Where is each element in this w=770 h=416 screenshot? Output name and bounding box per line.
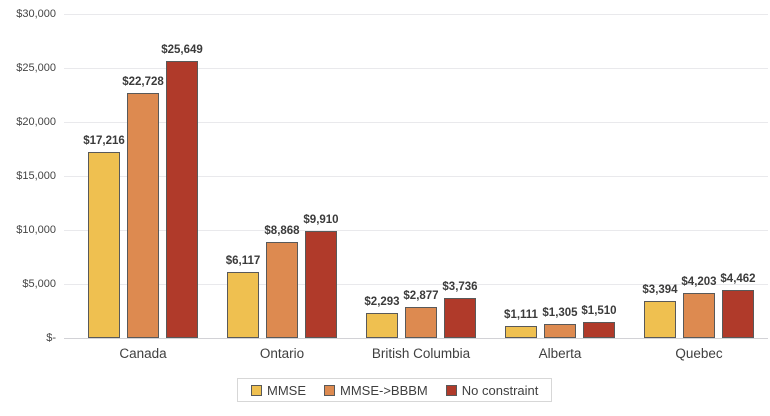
legend-swatch-icon (251, 384, 262, 396)
y-axis-tick-label: $5,000 (22, 278, 56, 290)
bar-no-constraint (444, 298, 476, 338)
bar-value-label: $4,462 (720, 273, 756, 285)
bar-value-label: $3,736 (442, 281, 478, 293)
gridline (64, 68, 768, 69)
y-axis-tick-label: $- (46, 332, 56, 344)
bar-mmse-bbbm (405, 307, 437, 338)
category-label: Ontario (259, 346, 305, 361)
legend: MMSE MMSE->BBBM No constraint (237, 378, 553, 402)
bar-mmse-bbbm (127, 93, 159, 338)
y-axis-tick-label: $20,000 (16, 116, 56, 128)
bar-value-label: $22,728 (122, 76, 164, 88)
category-label: Alberta (538, 346, 582, 361)
y-axis-tick-label: $10,000 (16, 224, 56, 236)
legend-label: MMSE (267, 382, 306, 398)
bar-value-label: $25,649 (161, 44, 203, 56)
bar-no-constraint (722, 290, 754, 338)
category-label: British Columbia (371, 346, 471, 361)
bar-no-constraint (166, 61, 198, 338)
bar-mmse-bbbm (544, 324, 576, 338)
bar-mmse (644, 301, 676, 338)
bar-value-label: $1,305 (542, 307, 578, 319)
bar-value-label: $2,293 (364, 296, 400, 308)
category-label: Canada (119, 346, 167, 361)
y-axis-tick-label: $25,000 (16, 62, 56, 74)
bar-value-label: $6,117 (225, 255, 261, 267)
bar-value-label: $9,910 (303, 214, 339, 226)
legend-item-mmse: MMSE (251, 383, 306, 398)
bar-value-label: $8,868 (264, 225, 300, 237)
bar-value-label: $3,394 (642, 284, 678, 296)
legend-item-no-constraint: No constraint (445, 382, 539, 398)
bar-value-label: $1,111 (504, 309, 538, 321)
bar-value-label: $1,510 (581, 305, 617, 317)
gridline (64, 176, 768, 177)
bar-mmse-bbbm (266, 242, 298, 338)
bar-mmse (505, 326, 537, 338)
bar-no-constraint (305, 231, 337, 338)
bar-mmse (366, 313, 398, 338)
gridline (64, 284, 768, 285)
gridline (64, 122, 768, 123)
bar-value-label: $4,203 (681, 276, 717, 288)
gridline (64, 14, 768, 15)
x-axis-line (64, 338, 768, 339)
legend-swatch-icon (324, 384, 335, 396)
y-axis-tick-label: $15,000 (16, 170, 56, 182)
bar-mmse-bbbm (683, 293, 715, 338)
bar-no-constraint (583, 322, 615, 338)
bar-value-label: $2,877 (403, 290, 439, 302)
gridline (64, 230, 768, 231)
y-axis-tick-label: $30,000 (16, 8, 56, 20)
legend-swatch-icon (445, 384, 457, 396)
legend-item-mmse-bbbm: MMSE->BBBM (324, 383, 428, 398)
legend-label: No constraint (461, 382, 539, 398)
category-label: Quebec (675, 346, 723, 361)
bar-mmse (227, 272, 259, 338)
legend-label: MMSE->BBBM (340, 382, 428, 398)
bar-value-label: $17,216 (83, 135, 125, 147)
bar-mmse (88, 152, 120, 338)
